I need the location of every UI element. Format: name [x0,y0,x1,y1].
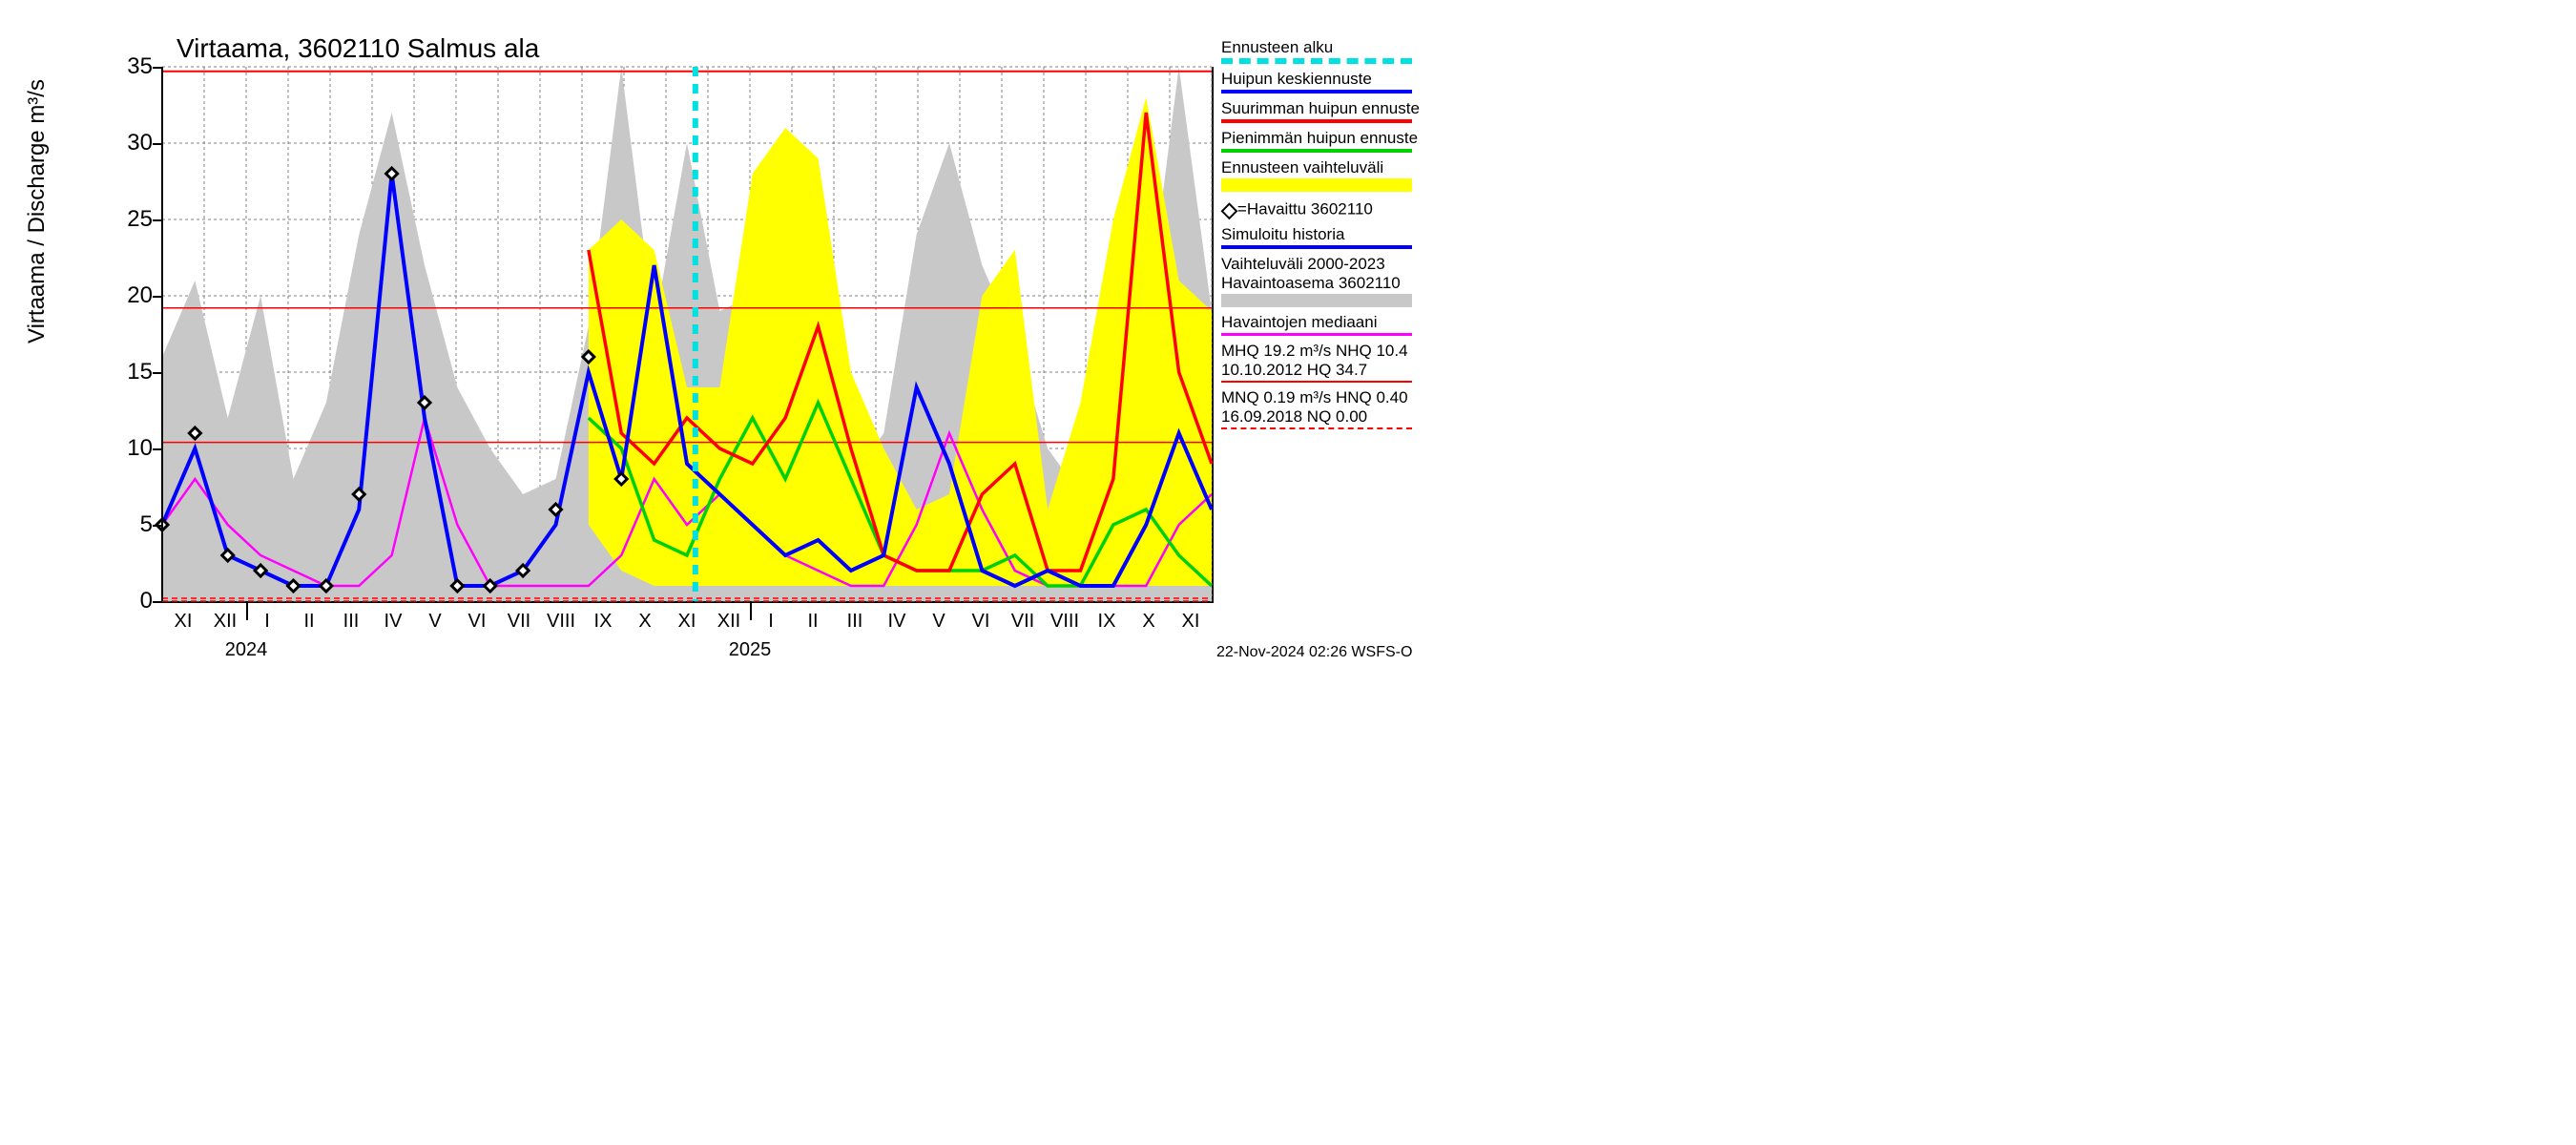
x-tick-label: VI [468,611,487,633]
year-tick [750,601,752,620]
y-tick-label: 10 [105,435,153,462]
legend-item: Pienimmän huipun ennuste [1221,129,1441,153]
plot-area [162,67,1214,603]
x-tick-label: III [343,611,360,633]
legend-item: Ennusteen vaihteluväli [1221,158,1441,192]
x-tick-label: XII [717,611,740,633]
x-tick-label: VI [972,611,990,633]
year-label: 2025 [729,639,772,661]
x-tick-label: II [807,611,818,633]
chart-title: Virtaama, 3602110 Salmus ala [177,33,539,64]
y-axis-label: Virtaama / Discharge m³/s [24,79,51,344]
x-tick-label: VIII [1050,611,1079,633]
y-tick-label: 0 [105,588,153,614]
x-tick-label: IX [594,611,613,633]
legend-swatch [1221,381,1412,383]
legend-item: Vaihteluväli 2000-2023 Havaintoasema 360… [1221,255,1441,307]
legend-item: Havaintojen mediaani [1221,313,1441,336]
legend-swatch [1221,333,1412,336]
legend-label: Havaintojen mediaani [1221,313,1441,332]
x-tick-label: II [303,611,314,633]
x-tick-label: VIII [547,611,575,633]
y-tick-label: 35 [105,53,153,80]
x-tick-label: XI [1182,611,1200,633]
diamond-marker-icon: ◇ [1221,198,1237,221]
y-tick-label: 5 [105,511,153,538]
x-tick-label: IV [384,611,403,633]
y-tick-mark [153,525,162,527]
legend-label: Simuloitu historia [1221,225,1441,244]
legend-item: Huipun keskiennuste [1221,70,1441,94]
legend-swatch [1221,90,1412,94]
x-tick-label: XII [214,611,237,633]
legend-swatch [1221,245,1412,249]
chart-container: Virtaama, 3602110 Salmus ala Virtaama / … [10,10,1441,677]
legend: Ennusteen alku Huipun keskiennuste Suurimm… [1221,38,1441,435]
y-tick-mark [153,448,162,450]
x-tick-label: VII [508,611,530,633]
y-tick-mark [153,296,162,298]
x-tick-label: XI [678,611,696,633]
x-tick-label: X [638,611,651,633]
x-tick-label: X [1142,611,1154,633]
x-tick-label: I [264,611,270,633]
y-tick-label: 30 [105,130,153,156]
y-tick-label: 20 [105,282,153,309]
legend-label: Pienimmän huipun ennuste [1221,129,1441,148]
legend-swatch [1221,178,1412,192]
y-tick-mark [153,372,162,374]
x-tick-label: III [847,611,863,633]
legend-swatch [1221,427,1412,429]
legend-swatch [1221,119,1412,123]
chart-svg [162,67,1212,601]
y-tick-mark [153,219,162,221]
legend-label: MNQ 0.19 m³/s HNQ 0.40 16.09.2018 NQ 0.0… [1221,388,1441,427]
legend-swatch [1221,149,1412,153]
x-tick-label: I [768,611,774,633]
x-tick-label: XI [175,611,193,633]
legend-item: Suurimman huipun ennuste [1221,99,1441,123]
y-tick-label: 15 [105,359,153,385]
x-tick-label: V [932,611,945,633]
x-tick-label: IV [888,611,906,633]
legend-item: MNQ 0.19 m³/s HNQ 0.40 16.09.2018 NQ 0.0… [1221,388,1441,429]
legend-label: Huipun keskiennuste [1221,70,1441,89]
legend-label: Ennusteen vaihteluväli [1221,158,1441,177]
legend-swatch [1221,294,1412,307]
legend-item: Ennusteen alku [1221,38,1441,64]
y-tick-mark [153,601,162,603]
year-tick [246,601,248,620]
legend-item: ◇=Havaittu 3602110 [1221,198,1441,222]
legend-label: Ennusteen alku [1221,38,1441,57]
legend-label: MHQ 19.2 m³/s NHQ 10.4 10.10.2012 HQ 34.… [1221,342,1441,380]
legend-label: Suurimman huipun ennuste [1221,99,1441,118]
legend-item: MHQ 19.2 m³/s NHQ 10.4 10.10.2012 HQ 34.… [1221,342,1441,383]
legend-swatch [1221,58,1412,64]
legend-label: =Havaittu 3602110 [1237,199,1373,218]
x-tick-label: VII [1011,611,1034,633]
x-tick-label: IX [1098,611,1116,633]
year-label: 2024 [225,639,268,661]
y-tick-mark [153,143,162,145]
legend-label: Vaihteluväli 2000-2023 Havaintoasema 360… [1221,255,1441,293]
footer-timestamp: 22-Nov-2024 02:26 WSFS-O [1216,644,1412,661]
legend-item: Simuloitu historia [1221,225,1441,249]
y-tick-mark [153,67,162,69]
y-tick-label: 25 [105,206,153,233]
x-tick-label: V [428,611,441,633]
